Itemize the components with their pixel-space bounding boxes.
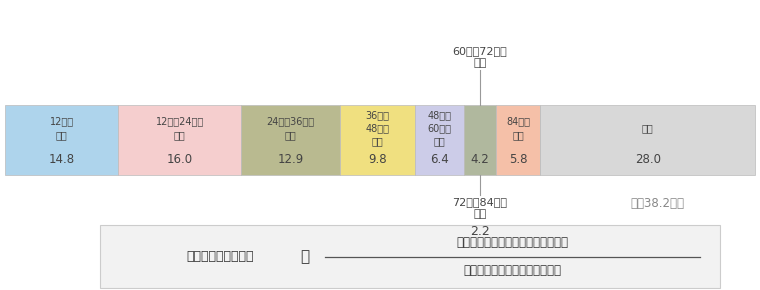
Text: 48万～
60万円
未満: 48万～ 60万円 未満 (427, 110, 451, 146)
Text: 全世帯員の年間払込保険料の総合計: 全世帯員の年間払込保険料の総合計 (457, 236, 568, 249)
Text: ＝: ＝ (300, 249, 309, 264)
Bar (464, 105, 496, 175)
Bar (415, 105, 464, 175)
Text: 12万～24万円
未満: 12万～24万円 未満 (156, 117, 204, 140)
Text: 16.0: 16.0 (166, 153, 193, 166)
Text: 60万～72万円
未満: 60万～72万円 未満 (453, 46, 508, 68)
Text: 生命保険に加入している世帯数: 生命保険に加入している世帯数 (464, 264, 562, 277)
FancyBboxPatch shape (100, 225, 720, 288)
Text: 4.2: 4.2 (470, 153, 489, 166)
Text: 12.9: 12.9 (277, 153, 303, 166)
Bar (496, 105, 540, 175)
Text: 不明: 不明 (642, 123, 654, 133)
Text: 36万～
48万円
未満: 36万～ 48万円 未満 (366, 110, 389, 146)
Text: 28.0: 28.0 (635, 153, 660, 166)
Text: 2.2: 2.2 (470, 225, 490, 238)
Text: 84万円
以上: 84万円 以上 (506, 117, 530, 140)
Text: 平均38.2万円: 平均38.2万円 (631, 197, 685, 210)
Text: 9.8: 9.8 (368, 153, 387, 166)
Bar (5, 105, 119, 175)
Text: 14.8: 14.8 (49, 153, 74, 166)
Bar (340, 105, 415, 175)
Text: 6.4: 6.4 (430, 153, 448, 166)
Text: 72万～84万円
未満: 72万～84万円 未満 (452, 197, 508, 220)
Text: 5.8: 5.8 (509, 153, 527, 166)
Text: 世帯年間払込保険料: 世帯年間払込保険料 (186, 250, 254, 263)
Text: 12万円
未満: 12万円 未満 (49, 117, 74, 140)
Text: 24万～36万円
未満: 24万～36万円 未満 (266, 117, 315, 140)
Bar (540, 105, 755, 175)
Bar (241, 105, 340, 175)
Bar (119, 105, 241, 175)
